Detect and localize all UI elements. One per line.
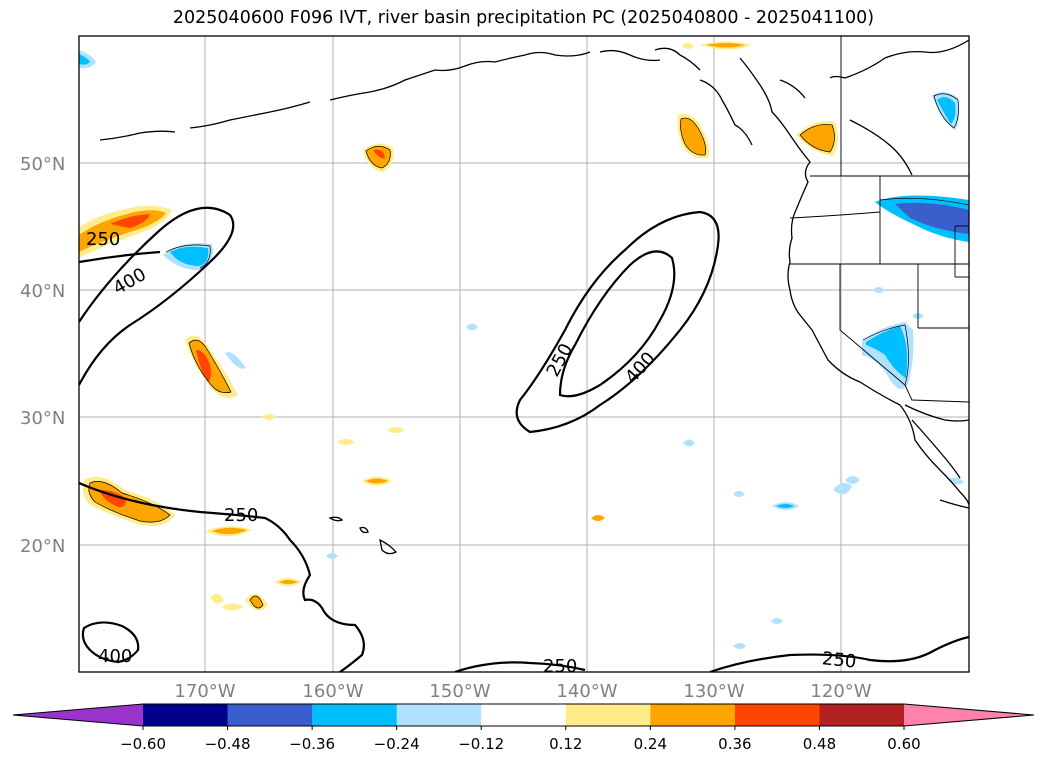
colorbar-cell <box>734 704 820 726</box>
colorbar-cell <box>312 704 398 726</box>
colorbar-extend-high <box>904 704 1034 726</box>
ivt-contours <box>79 206 969 672</box>
colorbar-tick-label: 0.60 <box>887 735 920 753</box>
colorbar-tick-label: 0.36 <box>718 735 751 753</box>
contour-label: 250 <box>821 648 857 672</box>
colorbar-tick-label: −0.60 <box>120 735 166 753</box>
colorbar-tick-label: −0.12 <box>458 735 504 753</box>
lat-label: 50°N <box>20 154 65 175</box>
colorbar-extend-low <box>13 704 143 726</box>
map-title: 2025040600 F096 IVT, river basin precipi… <box>172 8 875 28</box>
colorbar-cell <box>227 704 313 726</box>
precip-pc-shading <box>79 41 969 649</box>
lat-label: 20°N <box>20 536 65 557</box>
state-borders <box>789 36 969 403</box>
colorbar-tick-label: 0.12 <box>549 735 582 753</box>
colorbar: −0.60 −0.48 −0.36 −0.24 −0.12 0.12 0.24 0.36 0.4… <box>12 703 1035 753</box>
lon-label: 150°W <box>429 681 490 702</box>
lon-label: 170°W <box>174 681 235 702</box>
lon-label: 120°W <box>810 681 871 702</box>
lat-label: 30°N <box>20 408 65 429</box>
contour-label: 400 <box>98 646 132 667</box>
precip-outline-contours <box>88 93 969 609</box>
longitude-labels: 170°W 160°W 150°W 140°W 130°W 120°W <box>174 681 871 702</box>
contour-label: 250 <box>224 505 258 526</box>
colorbar-cell <box>143 704 229 726</box>
contour-label: 250 <box>543 656 577 677</box>
lon-label: 130°W <box>683 681 744 702</box>
coastlines <box>99 39 969 555</box>
lat-label: 40°N <box>20 281 65 302</box>
map-frame <box>78 35 970 673</box>
colorbar-cell <box>481 704 567 726</box>
colorbar-tick-label: −0.36 <box>289 735 335 753</box>
latitude-labels: 50°N 40°N 30°N 20°N <box>20 154 65 557</box>
colorbar-tick-label: 0.24 <box>634 735 667 753</box>
colorbar-cell <box>650 704 736 726</box>
colorbar-tick-label: −0.24 <box>374 735 420 753</box>
colorbar-cell <box>819 704 905 726</box>
colorbar-tick-label: −0.48 <box>205 735 251 753</box>
colorbar-cell <box>565 704 651 726</box>
lon-label: 140°W <box>556 681 617 702</box>
lon-label: 160°W <box>302 681 363 702</box>
colorbar-tick-label: 0.48 <box>803 735 836 753</box>
colorbar-cell <box>396 704 482 726</box>
contour-label: 250 <box>86 229 120 250</box>
